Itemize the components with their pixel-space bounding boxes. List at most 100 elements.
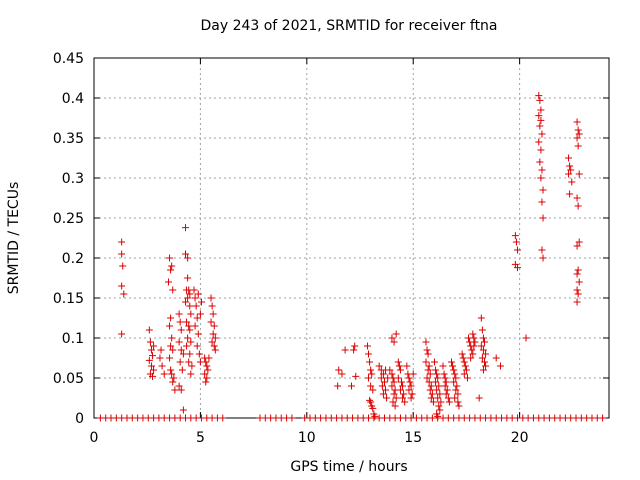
data-point bbox=[210, 322, 218, 330]
data-point bbox=[470, 342, 478, 350]
x-tick-label: 10 bbox=[298, 430, 316, 446]
data-point bbox=[118, 238, 126, 246]
data-point bbox=[334, 382, 342, 390]
y-tick-label: 0.1 bbox=[62, 331, 84, 347]
data-point bbox=[205, 354, 213, 362]
data-point bbox=[424, 366, 432, 374]
data-point bbox=[536, 96, 544, 104]
data-point bbox=[538, 246, 546, 254]
data-point bbox=[454, 390, 462, 398]
data-point bbox=[573, 270, 581, 278]
data-point bbox=[433, 370, 441, 378]
data-point bbox=[167, 366, 175, 374]
y-tick-label: 0.15 bbox=[53, 291, 84, 307]
data-point bbox=[458, 350, 466, 358]
data-point bbox=[169, 378, 177, 386]
data-point bbox=[539, 254, 547, 262]
data-point bbox=[392, 330, 400, 338]
data-point bbox=[175, 310, 183, 318]
data-point bbox=[449, 362, 457, 370]
data-point bbox=[443, 386, 451, 394]
data-point bbox=[573, 298, 581, 306]
data-point bbox=[120, 290, 128, 298]
data-point bbox=[427, 382, 435, 390]
data-point bbox=[430, 358, 438, 366]
data-point bbox=[396, 386, 404, 394]
data-point bbox=[399, 394, 407, 402]
data-point bbox=[338, 370, 346, 378]
data-point bbox=[451, 394, 459, 402]
data-point bbox=[565, 154, 573, 162]
data-point bbox=[450, 366, 458, 374]
data-point bbox=[168, 262, 176, 270]
ticks bbox=[93, 57, 609, 419]
data-point bbox=[191, 322, 199, 330]
data-point bbox=[434, 394, 442, 402]
data-point bbox=[522, 334, 530, 342]
data-point bbox=[482, 350, 490, 358]
data-point bbox=[164, 278, 172, 286]
data-point bbox=[424, 350, 432, 358]
data-point bbox=[573, 286, 581, 294]
data-point bbox=[440, 370, 448, 378]
data-point bbox=[176, 318, 184, 326]
data-point bbox=[389, 398, 397, 406]
y-tick-label: 0 bbox=[75, 411, 84, 427]
data-point bbox=[478, 326, 486, 334]
data-point bbox=[169, 286, 177, 294]
data-point bbox=[145, 356, 153, 364]
data-point bbox=[188, 362, 196, 370]
data-point bbox=[167, 314, 175, 322]
data-point bbox=[193, 314, 201, 322]
data-point bbox=[167, 266, 175, 274]
data-point bbox=[479, 366, 487, 374]
data-point bbox=[368, 370, 376, 378]
y-tick-label: 0.3 bbox=[62, 171, 84, 187]
data-point bbox=[363, 342, 371, 350]
data-point bbox=[182, 250, 190, 258]
data-point bbox=[408, 390, 416, 398]
grid bbox=[94, 58, 609, 418]
data-point bbox=[477, 342, 485, 350]
data-point bbox=[399, 382, 407, 390]
data-point bbox=[573, 118, 581, 126]
data-point bbox=[535, 112, 543, 120]
data-point bbox=[405, 374, 413, 382]
data-point bbox=[454, 398, 462, 406]
data-point bbox=[145, 326, 153, 334]
data-point bbox=[185, 358, 193, 366]
data-point bbox=[573, 134, 581, 142]
data-point bbox=[184, 334, 192, 342]
data-point bbox=[426, 386, 434, 394]
data-point bbox=[211, 346, 219, 354]
data-point bbox=[157, 346, 165, 354]
data-point bbox=[160, 370, 168, 378]
data-point bbox=[453, 382, 461, 390]
data-point bbox=[335, 366, 343, 374]
data-point bbox=[492, 354, 500, 362]
data-point bbox=[574, 126, 582, 134]
data-point bbox=[538, 130, 546, 138]
data-point bbox=[395, 362, 403, 370]
data-point bbox=[400, 390, 408, 398]
data-point bbox=[512, 238, 520, 246]
data-point bbox=[351, 342, 359, 350]
data-point bbox=[407, 382, 415, 390]
data-point bbox=[460, 358, 468, 366]
data-point bbox=[445, 398, 453, 406]
data-point bbox=[538, 166, 546, 174]
data-point bbox=[184, 254, 192, 262]
data-point bbox=[468, 346, 476, 354]
data-point bbox=[422, 358, 430, 366]
data-point bbox=[119, 262, 127, 270]
data-point bbox=[147, 346, 155, 354]
data-point bbox=[390, 338, 398, 346]
data-point bbox=[146, 338, 154, 346]
data-point bbox=[436, 390, 444, 398]
x-tick-label: 15 bbox=[404, 430, 422, 446]
x-axis-label: GPS time / hours bbox=[290, 459, 407, 475]
data-point bbox=[175, 338, 183, 346]
data-point bbox=[388, 334, 396, 342]
data-point bbox=[366, 396, 374, 404]
data-point bbox=[478, 354, 486, 362]
